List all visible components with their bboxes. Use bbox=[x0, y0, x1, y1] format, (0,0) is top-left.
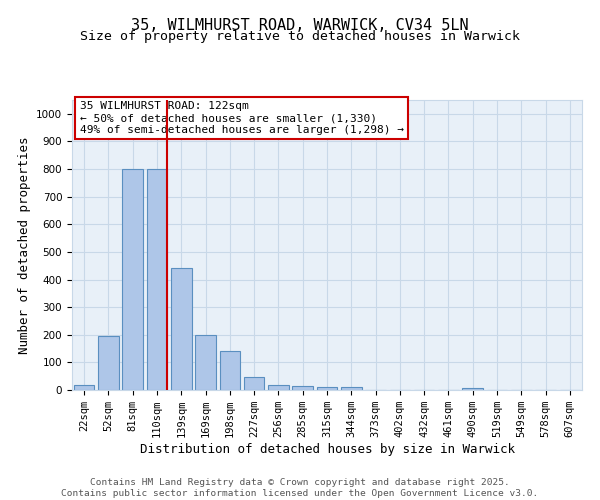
Bar bbox=[195, 336, 216, 390]
Bar bbox=[220, 350, 240, 390]
X-axis label: Distribution of detached houses by size in Warwick: Distribution of detached houses by size … bbox=[139, 443, 515, 456]
Bar bbox=[292, 386, 313, 390]
Y-axis label: Number of detached properties: Number of detached properties bbox=[17, 136, 31, 354]
Text: Size of property relative to detached houses in Warwick: Size of property relative to detached ho… bbox=[80, 30, 520, 43]
Bar bbox=[317, 386, 337, 390]
Bar bbox=[122, 169, 143, 390]
Bar bbox=[171, 268, 191, 390]
Bar bbox=[98, 336, 119, 390]
Text: 35 WILMHURST ROAD: 122sqm
← 50% of detached houses are smaller (1,330)
49% of se: 35 WILMHURST ROAD: 122sqm ← 50% of detac… bbox=[80, 102, 404, 134]
Bar bbox=[463, 388, 483, 390]
Text: 35, WILMHURST ROAD, WARWICK, CV34 5LN: 35, WILMHURST ROAD, WARWICK, CV34 5LN bbox=[131, 18, 469, 32]
Bar bbox=[341, 386, 362, 390]
Bar bbox=[244, 376, 265, 390]
Bar bbox=[268, 385, 289, 390]
Bar bbox=[146, 169, 167, 390]
Text: Contains HM Land Registry data © Crown copyright and database right 2025.
Contai: Contains HM Land Registry data © Crown c… bbox=[61, 478, 539, 498]
Bar bbox=[74, 385, 94, 390]
